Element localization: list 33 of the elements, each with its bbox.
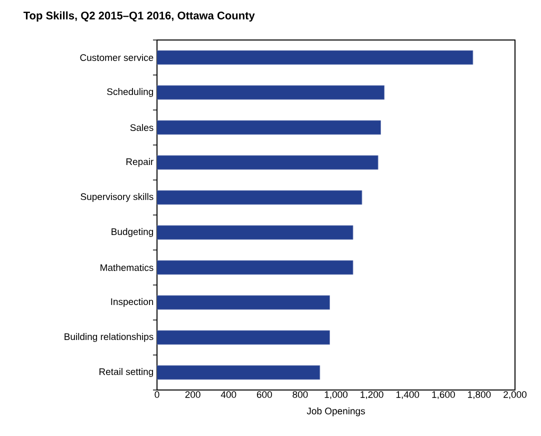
x-tick-label: 1,600 xyxy=(432,391,455,400)
x-tick-label: 600 xyxy=(256,391,272,398)
x-tick-label: 1,800 xyxy=(468,391,491,400)
bar xyxy=(157,120,381,135)
bar xyxy=(157,365,320,380)
y-tick-label: Retail setting xyxy=(100,368,154,377)
y-tick-label: Supervisory skills xyxy=(80,193,154,202)
x-tick-label: 800 xyxy=(292,391,308,398)
x-axis-title: Job Openings xyxy=(306,407,365,416)
y-tick-label: Building relationships xyxy=(64,333,154,342)
bar xyxy=(157,50,474,65)
x-tick-label: 400 xyxy=(220,391,236,398)
bar xyxy=(157,260,354,275)
y-tick-label: Repair xyxy=(126,158,154,167)
y-tick-label: Inspection xyxy=(111,298,154,307)
x-tick-label: 200 xyxy=(185,391,200,398)
bar xyxy=(157,155,378,170)
y-tick-label: Sales xyxy=(130,124,154,131)
bar xyxy=(157,295,330,310)
x-tick-label: 1,400 xyxy=(396,391,420,400)
bar xyxy=(157,85,385,100)
bar xyxy=(157,330,330,345)
x-tick-label: 0 xyxy=(154,391,160,398)
y-tick-label: Scheduling xyxy=(107,88,154,97)
y-tick-label: Budgeting xyxy=(112,228,154,237)
bar xyxy=(157,190,362,205)
x-tick-label: 1,000 xyxy=(324,391,348,400)
y-tick-label: Mathematics xyxy=(100,264,154,271)
bar xyxy=(157,225,354,240)
y-tick-label: Customer service xyxy=(80,54,154,61)
x-tick-label: 2,000 xyxy=(504,391,527,400)
x-tick-label: 1,200 xyxy=(360,391,384,400)
chart-title: Top Skills, Q2 2015–Q1 2016, Ottawa County xyxy=(24,11,255,22)
